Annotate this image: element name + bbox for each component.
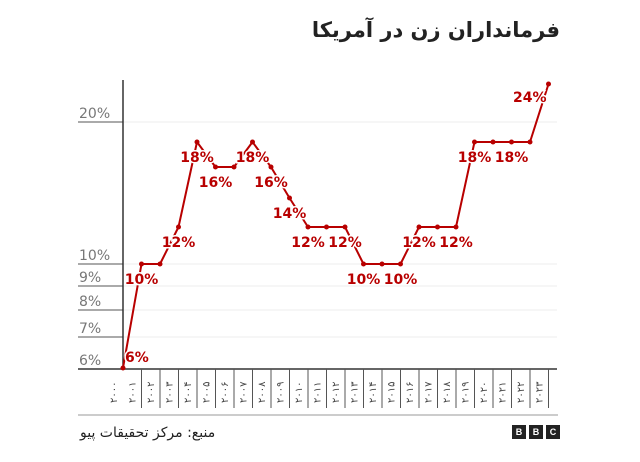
data-point (453, 224, 459, 230)
source-note: منبع: مرکز تحقیقات پیو (80, 425, 216, 441)
data-label: 12% (439, 235, 473, 251)
data-label: 18% (495, 150, 529, 166)
x-tick-label: ۲۰۱۹ (461, 382, 472, 403)
data-point (268, 164, 274, 170)
x-tick-label: ۲۰۱۰ (294, 382, 305, 403)
data-point (546, 81, 551, 87)
data-point (361, 261, 366, 267)
x-tick-label: ۲۰۰۲ (146, 382, 157, 403)
data-point (435, 224, 440, 230)
x-tick-label: ۲۰۲۱ (498, 382, 509, 403)
y-tick-label: 6% (79, 353, 101, 369)
data-point (231, 164, 237, 170)
data-label: 12% (328, 235, 362, 251)
data-label: 16% (199, 175, 233, 191)
data-point (527, 139, 533, 145)
bbc-logo-letter: B (529, 425, 543, 439)
x-tick-label: ۲۰۰۶ (220, 382, 231, 403)
x-tick-label: ۲۰۲۲ (516, 382, 527, 403)
x-tick-label: ۲۰۱۲ (331, 382, 342, 403)
data-label: 18% (236, 150, 270, 166)
data-point (379, 261, 385, 267)
data-label: 10% (125, 272, 159, 288)
data-label: 12% (402, 235, 436, 251)
data-point (157, 261, 163, 267)
data-label: 10% (347, 272, 381, 288)
data-label: 16% (254, 175, 288, 191)
data-point (120, 365, 126, 371)
data-point (342, 224, 348, 230)
y-tick-label: 8% (79, 294, 101, 310)
data-line (122, 83, 550, 369)
data-point (139, 261, 144, 267)
data-point (213, 164, 218, 170)
footer-divider (78, 414, 558, 416)
x-tick-label: ۲۰۱۵ (387, 382, 398, 403)
data-point (250, 139, 255, 145)
x-tick-label: ۲۰۰۵ (202, 382, 213, 403)
data-label: 18% (458, 150, 492, 166)
x-tick-label: ۲۰۱۱ (313, 382, 324, 403)
data-point (324, 224, 329, 230)
y-tick-label: 10% (79, 248, 110, 264)
x-tick-label: ۲۰۲۰ (479, 382, 490, 403)
bbc-logo-letter: C (546, 425, 560, 439)
x-tick-label: ۲۰۰۰ (109, 382, 120, 403)
x-tick-label: ۲۰۲۳ (535, 381, 546, 403)
data-label: 12% (162, 235, 196, 251)
x-tick-label: ۲۰۰۹ (276, 382, 287, 403)
data-label: 10% (384, 272, 418, 288)
x-tick-label: ۲۰۱۴ (368, 382, 379, 403)
x-tick-label: ۲۰۰۳ (165, 381, 176, 403)
data-label: 14% (273, 206, 307, 222)
data-point (287, 195, 292, 201)
data-point (176, 224, 181, 230)
x-tick-label: ۲۰۰۴ (183, 382, 194, 403)
data-label: 12% (291, 235, 325, 251)
data-point (398, 261, 403, 267)
bbc-logo-letter: B (512, 425, 526, 439)
y-tick-label: 9% (79, 270, 101, 286)
data-label: 18% (180, 150, 214, 166)
x-tick-label: ۲۰۰۱ (128, 382, 139, 403)
chart-title: فرمانداران زن در آمریکا (311, 18, 560, 42)
data-point (490, 139, 496, 145)
data-label: 6% (125, 350, 149, 366)
data-point (305, 224, 311, 230)
x-tick-label: ۲۰۰۷ (239, 381, 250, 403)
data-label: 24% (513, 90, 547, 106)
x-tick-label: ۲۰۱۷ (424, 381, 435, 403)
x-tick-label: ۲۰۱۳ (350, 381, 361, 403)
y-tick-label: 20% (79, 106, 110, 122)
data-point (472, 139, 477, 145)
x-tick-label: ۲۰۱۸ (442, 381, 453, 403)
data-point (509, 139, 514, 145)
data-point (194, 139, 200, 145)
y-tick-label: 7% (79, 321, 101, 337)
data-point (416, 224, 422, 230)
bbc-logo: B B C (512, 425, 560, 439)
x-tick-label: ۲۰۱۶ (405, 382, 416, 403)
x-tick-label: ۲۰۰۸ (257, 381, 268, 403)
